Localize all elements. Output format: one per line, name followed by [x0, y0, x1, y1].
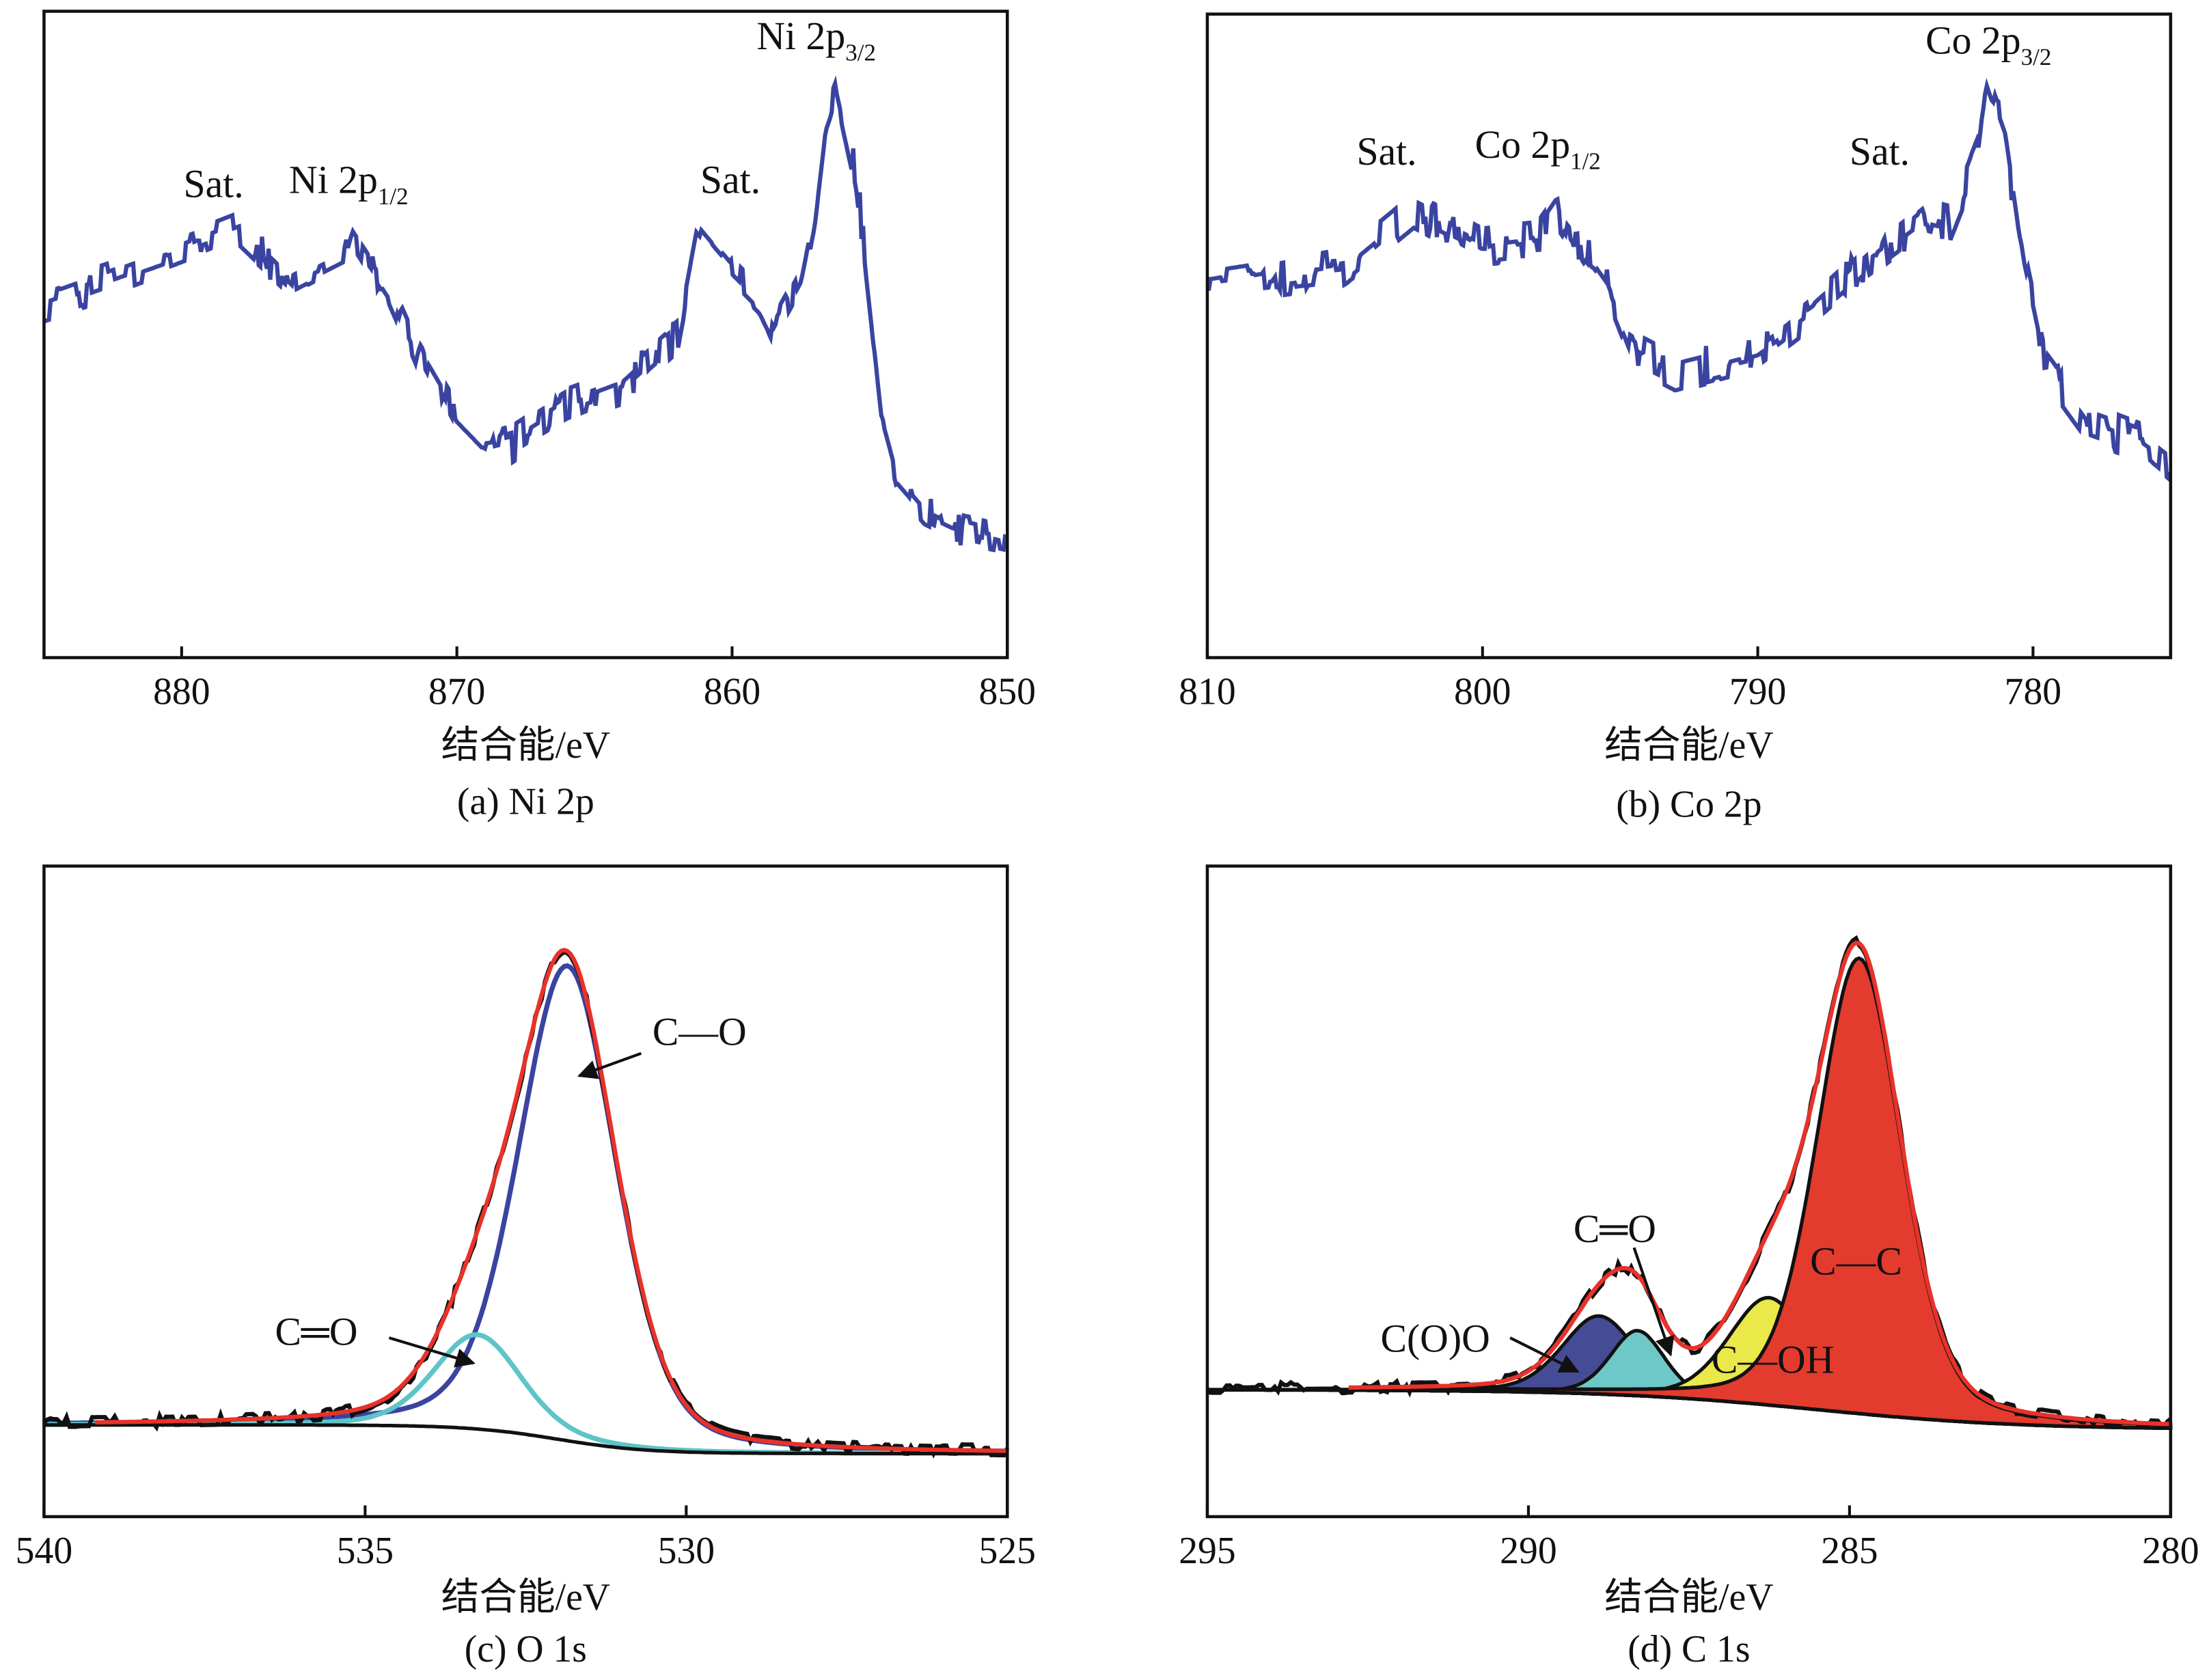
- plot-frame: [1205, 864, 2173, 1519]
- annotation-subscript: 1/2: [1570, 148, 1601, 174]
- peak-annotation: Sat.: [1850, 130, 1910, 174]
- fit-envelope-line: [95, 948, 1008, 1453]
- annotation-text: Sat.: [1356, 130, 1416, 174]
- peak-annotation: Co 2p3/2: [1925, 19, 2051, 70]
- annotation-text: C═O: [1574, 1208, 1656, 1251]
- x-tick-label: 525: [979, 1530, 1036, 1572]
- x-tick-label: 850: [979, 671, 1036, 713]
- x-tick-label: 540: [16, 1530, 72, 1572]
- annotation-subscript: 1/2: [378, 183, 409, 210]
- annotation-text: Sat.: [1850, 130, 1910, 174]
- peak-annotation: Ni 2p3/2: [756, 15, 876, 66]
- x-tick-label: 790: [1729, 671, 1786, 713]
- peak-annotation: C(O)O: [1380, 1318, 1490, 1361]
- peak-annotation: C═O: [1574, 1208, 1656, 1251]
- annotation-text: Ni 2p: [289, 159, 378, 202]
- peak-annotation: Sat.: [1356, 130, 1416, 174]
- x-tick-label: 535: [337, 1530, 394, 1572]
- x-tick-label: 780: [2005, 671, 2061, 713]
- annotation-arrow: [577, 1051, 642, 1079]
- annotation-text: Ni 2p: [756, 15, 845, 58]
- x-axis-label: 结合能/eV: [441, 1576, 610, 1619]
- peak-annotation: Sat.: [700, 159, 760, 202]
- annotation-text: C—O: [653, 1010, 747, 1054]
- spectrum-line: [1207, 77, 2172, 482]
- annotation-arrow: [1509, 1336, 1580, 1373]
- panel-caption: (d) C 1s: [1628, 1628, 1750, 1670]
- panel-c: 540 535 530 525 结合能/eV (c) O 1s C—O C═O: [16, 864, 1036, 1670]
- peak-annotation: C—C: [1810, 1240, 1902, 1283]
- annotation-arrow: [388, 1336, 476, 1368]
- annotation-text: C(O)O: [1380, 1318, 1490, 1361]
- annotation-subscript: 3/2: [2021, 44, 2052, 70]
- x-tick-label: 880: [153, 671, 210, 713]
- panel-caption: (c) O 1s: [465, 1628, 587, 1670]
- peak-annotation: Sat.: [183, 163, 243, 206]
- x-tick-label: 295: [1179, 1530, 1235, 1572]
- peak-annotation: Ni 2p1/2: [289, 159, 409, 209]
- annotation-text: C—OH: [1712, 1339, 1835, 1382]
- x-tick-label: 810: [1179, 671, 1235, 713]
- plot-frame: [1205, 12, 2173, 659]
- x-tick-label: 285: [1821, 1530, 1878, 1572]
- plot-frame: [42, 864, 1009, 1519]
- measured-data-line: [1205, 935, 2172, 1430]
- x-axis-label: 结合能/eV: [441, 724, 610, 767]
- x-tick-label: 800: [1454, 671, 1511, 713]
- peak-annotation: C—OH: [1712, 1339, 1835, 1382]
- peak-annotation: Co 2p1/2: [1475, 124, 1601, 174]
- annotation-text: Co 2p: [1925, 19, 2020, 62]
- annotation-text: Sat.: [700, 159, 760, 202]
- x-axis-label: 结合能/eV: [1604, 724, 1773, 767]
- x-tick-label: 860: [704, 671, 760, 713]
- x-tick-label: 280: [2142, 1530, 2199, 1572]
- x-tick-label: 870: [428, 671, 485, 713]
- annotation-text: Sat.: [183, 163, 243, 206]
- annotation-arrow: [1632, 1247, 1675, 1357]
- panel-caption: (a) Ni 2p: [457, 780, 594, 823]
- panel-caption: (b) Co 2p: [1616, 783, 1761, 825]
- x-tick-label: 530: [658, 1530, 715, 1572]
- peak-annotation: C—O: [653, 1010, 747, 1054]
- plot-frame: [42, 10, 1009, 659]
- background-line: [1207, 1388, 2171, 1431]
- panel-d: 295 290 285 280 结合能/eV (d) C 1s C═O C—C C—OH C(O)…: [1179, 864, 2199, 1670]
- x-axis-label: 结合能/eV: [1604, 1576, 1773, 1619]
- annotation-text: C═O: [275, 1310, 357, 1353]
- annotation-text: C—C: [1810, 1240, 1902, 1283]
- spectrum-line: [43, 75, 1008, 553]
- x-tick-label: 290: [1500, 1530, 1556, 1572]
- annotation-subscript: 3/2: [845, 40, 876, 66]
- annotation-text: Co 2p: [1475, 124, 1570, 167]
- peak-annotation: C═O: [275, 1310, 357, 1353]
- fit-envelope-line: [1348, 940, 2171, 1427]
- component-line-0: [44, 963, 1008, 1454]
